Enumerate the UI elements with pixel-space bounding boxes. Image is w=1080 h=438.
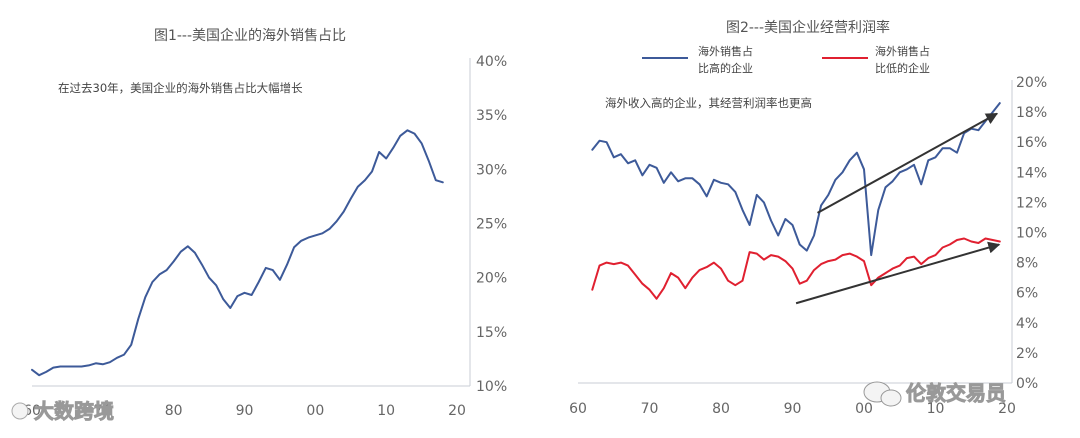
chart-1-y-tick-label: 20% [476, 271, 507, 287]
chart-1-x-ticks: 60 70 80 90 00 10 20 [23, 403, 466, 419]
watermark-right: 伦敦交易员 [863, 381, 1006, 407]
chart-2-y-tick-label: 6% [1016, 286, 1038, 302]
chart-2-x-tick-label: 80 [712, 401, 730, 417]
chart-2-x-tick-label: 00 [855, 401, 873, 417]
chart-2-y-tick-label: 2% [1016, 346, 1038, 362]
chart-2-x-tick-label: 70 [641, 401, 659, 417]
watermark-logo-icon [11, 402, 29, 420]
legend-label-high-1: 海外销售占 [698, 44, 753, 58]
chart-2-x-tick-label: 90 [784, 401, 802, 417]
chart-2-lines [591, 102, 1001, 300]
chart-1: 图1---美国企业的海外销售占比 在过去30年，美国企业的海外销售占比大幅增长 … [23, 27, 507, 419]
trend-arrow-1 [795, 241, 1001, 305]
chart-2-y-tick-label: 16% [1016, 135, 1047, 151]
chart-2-series-line-1 [591, 237, 1001, 300]
chart-1-title: 图1---美国企业的海外销售占比 [154, 27, 346, 44]
chart-2-x-tick-label: 10 [927, 401, 945, 417]
chart-2: 图2---美国企业经营利润率 海外销售占 比高的企业 海外销售占 比低的企业 海… [569, 19, 1047, 417]
chart-1-y-tick-label: 25% [476, 217, 507, 233]
chart-2-x-ticks: 60 70 80 90 00 10 20 [569, 401, 1016, 417]
chart-1-x-tick-label: 60 [23, 403, 41, 419]
chart-1-y-tick-label: 40% [476, 54, 507, 70]
chart-1-series-line-0 [31, 129, 444, 377]
chart-2-y-tick-label: 8% [1016, 256, 1038, 272]
chart-1-annotation: 在过去30年，美国企业的海外销售占比大幅增长 [58, 81, 303, 95]
chart-2-y-tick-label: 0% [1016, 376, 1038, 392]
chart-1-y-ticks: 10% 15% 20% 25% 30% 35% 40% [476, 54, 507, 395]
chart-1-x-tick-label: 10 [377, 403, 395, 419]
legend-label-high-2: 比高的企业 [698, 61, 753, 75]
chart-2-y-tick-label: 18% [1016, 105, 1047, 121]
chart-2-annotation: 海外收入高的企业，其经营利润率也更高 [605, 96, 812, 110]
chart-1-y-tick-label: 30% [476, 162, 507, 178]
chart-1-x-tick-label: 90 [236, 403, 254, 419]
chart-1-x-tick-label: 20 [448, 403, 466, 419]
chart-2-y-tick-label: 12% [1016, 195, 1047, 211]
trend-arrow-0 [817, 112, 999, 214]
wechat-icon-bubble [880, 389, 902, 407]
chart-2-y-tick-label: 14% [1016, 165, 1047, 181]
chart-1-y-tick-label: 35% [476, 108, 507, 124]
watermark-left: 大数跨境 [11, 399, 114, 423]
chart-2-y-ticks: 0% 2% 4% 6% 8% 10% 12% 14% 16% 18% 20% [1016, 75, 1047, 392]
legend-label-low-1: 海外销售占 [875, 44, 930, 58]
chart-2-y-tick-label: 10% [1016, 226, 1047, 242]
chart-2-series-line-0 [591, 102, 1001, 257]
watermark-left-text: 大数跨境 [34, 399, 114, 423]
chart-1-x-tick-label: 80 [165, 403, 183, 419]
chart-1-x-tick-label: 00 [306, 403, 324, 419]
chart-2-x-tick-label: 60 [569, 401, 587, 417]
chart-2-trend-arrows [795, 112, 1001, 305]
chart-1-x-tick-label: 70 [94, 403, 112, 419]
chart-1-lines [31, 129, 444, 377]
chart-2-y-tick-label: 20% [1016, 75, 1047, 91]
chart-1-y-tick-label: 10% [476, 379, 507, 395]
chart-2-title: 图2---美国企业经营利润率 [726, 19, 890, 36]
legend-label-low-2: 比低的企业 [875, 61, 930, 75]
chart-1-y-tick-label: 15% [476, 325, 507, 341]
watermark-right-text: 伦敦交易员 [906, 381, 1006, 405]
chart-2-x-tick-label: 20 [998, 401, 1016, 417]
chart-2-y-tick-label: 4% [1016, 316, 1038, 332]
chart-2-legend: 海外销售占 比高的企业 海外销售占 比低的企业 [642, 44, 930, 75]
